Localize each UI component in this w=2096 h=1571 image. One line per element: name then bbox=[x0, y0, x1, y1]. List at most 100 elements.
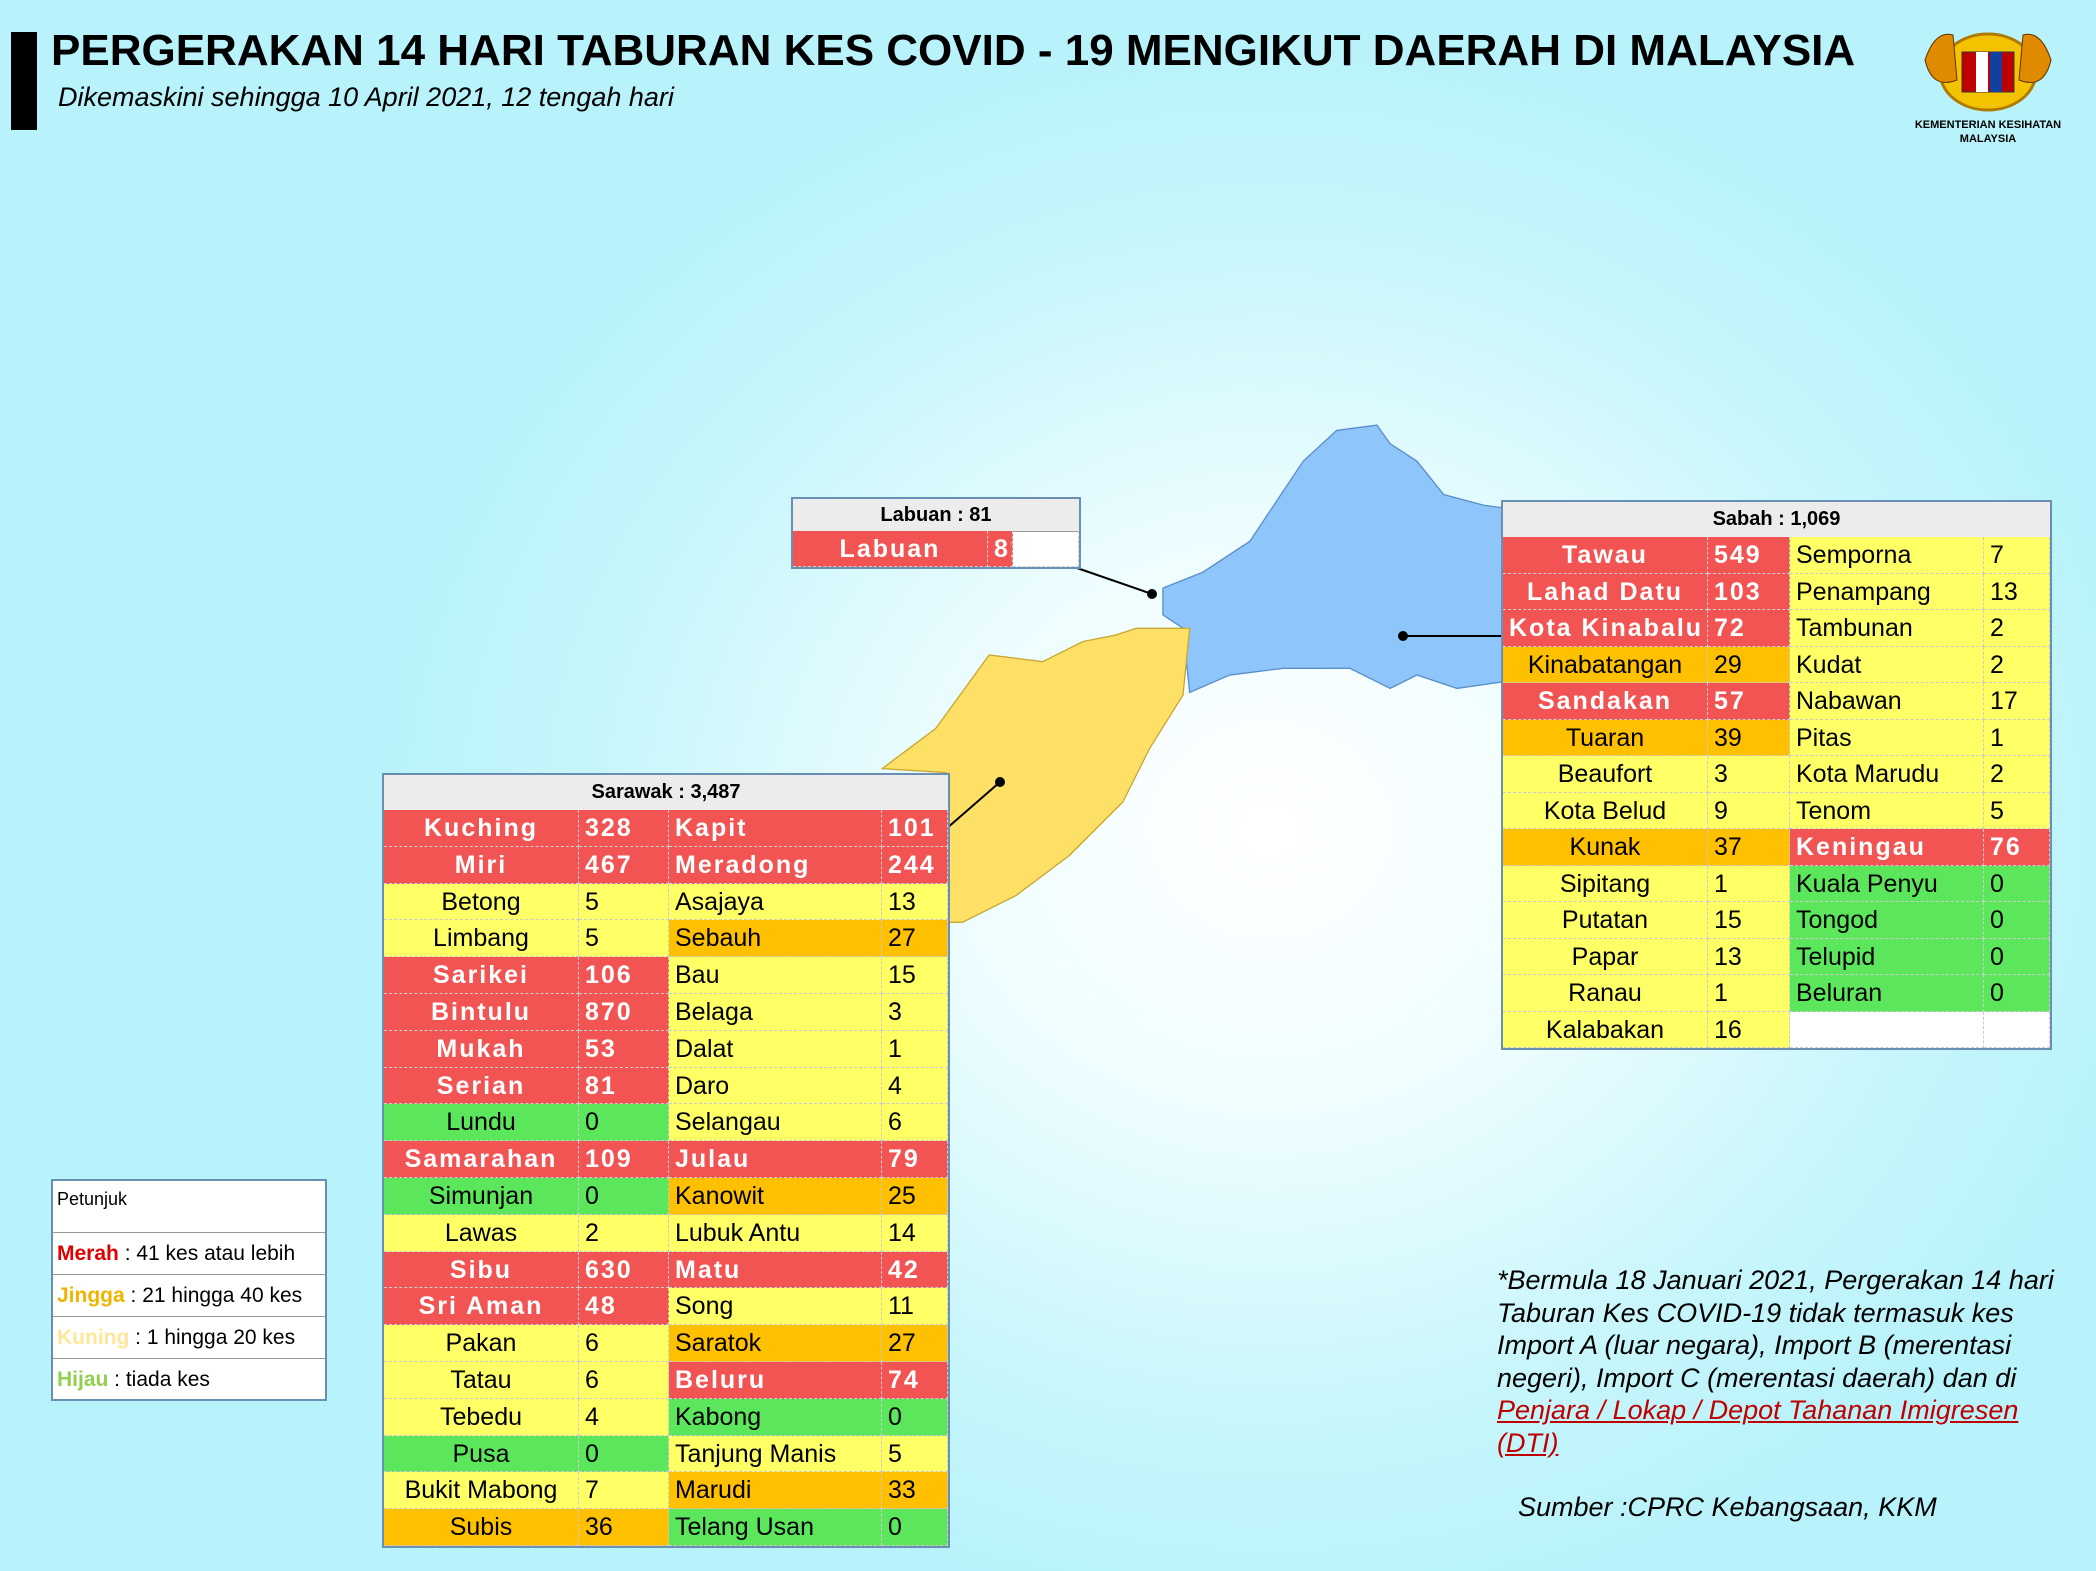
district-name: Kunak bbox=[1503, 829, 1708, 866]
legend-key: Hijau bbox=[57, 1368, 109, 1391]
district-name: Selangau bbox=[669, 1104, 882, 1142]
district-cases: 2 bbox=[579, 1214, 669, 1252]
district-cases: 1 bbox=[1708, 865, 1790, 902]
district-name: Marudi bbox=[669, 1472, 882, 1510]
district-name: Penampang bbox=[1790, 573, 1984, 610]
district-cases: 0 bbox=[1984, 902, 2050, 939]
connectors bbox=[945, 567, 1501, 830]
district-name: Tenom bbox=[1790, 792, 1984, 829]
legend-key: Merah bbox=[57, 1242, 119, 1265]
district-name: Mukah bbox=[384, 1030, 579, 1068]
district-cases: 15 bbox=[1708, 902, 1790, 939]
district-name: Kuching bbox=[384, 810, 579, 847]
legend-title: Petunjuk bbox=[53, 1181, 325, 1233]
district-cases: 57 bbox=[1708, 683, 1790, 720]
district-name: Limbang bbox=[384, 920, 579, 958]
district-cases: 0 bbox=[882, 1398, 948, 1436]
district-name: Beaufort bbox=[1503, 756, 1708, 793]
district-name: Meradong bbox=[669, 846, 882, 884]
district-cases: 74 bbox=[882, 1362, 948, 1399]
source: Sumber :CPRC Kebangsaan, KKM bbox=[1518, 1492, 1937, 1522]
district-cases: 76 bbox=[1984, 829, 2050, 866]
district-name: Putatan bbox=[1503, 902, 1708, 939]
district-name: Kuala Penyu bbox=[1790, 865, 1984, 902]
district-cases: 13 bbox=[1708, 938, 1790, 975]
district-name: Tawau bbox=[1503, 537, 1708, 574]
district-name: Pakan bbox=[384, 1325, 579, 1362]
district-name: Kabong bbox=[669, 1398, 882, 1436]
district-cases: 5 bbox=[1984, 792, 2050, 829]
district-name: Pitas bbox=[1790, 719, 1984, 756]
district-cases: 5 bbox=[579, 920, 669, 958]
district-name: Bukit Mabong bbox=[384, 1472, 579, 1510]
district-cases: 27 bbox=[882, 920, 948, 958]
title-bar bbox=[11, 32, 37, 130]
district-cases: 4 bbox=[882, 1067, 948, 1105]
district-name: Kanowit bbox=[669, 1178, 882, 1215]
district-name: Daro bbox=[669, 1067, 882, 1105]
district-cases: 6 bbox=[579, 1362, 669, 1399]
district-cases: 17 bbox=[1984, 683, 2050, 720]
district-name: Lubuk Antu bbox=[669, 1214, 882, 1252]
district-cases: 1 bbox=[1708, 975, 1790, 1012]
empty-cell bbox=[1013, 531, 1079, 567]
sarawak-shape bbox=[880, 627, 1191, 923]
district-cases: 11 bbox=[882, 1288, 948, 1326]
table-title: Labuan : 81 bbox=[793, 499, 1079, 532]
district-name: Serian bbox=[384, 1067, 579, 1105]
note: *Bermula 18 Januari 2021, Pergerakan 14 … bbox=[1497, 1264, 2087, 1459]
table-title: Sarawak : 3,487 bbox=[384, 775, 948, 811]
district-cases: 39 bbox=[1708, 719, 1790, 756]
district-name: Telang Usan bbox=[669, 1509, 882, 1546]
district-cases: 16 bbox=[1708, 1011, 1790, 1048]
logo-text: KEMENTERIAN KESIHATAN bbox=[1915, 119, 2061, 131]
district-cases: 42 bbox=[882, 1251, 948, 1289]
district-cases: 3 bbox=[1708, 756, 1790, 793]
district-name: Belaga bbox=[669, 994, 882, 1031]
sabah-table: Sabah : 1,069 Tawau 549 Semporna 7 Lahad Datu… bbox=[1501, 500, 2052, 1050]
sarawak-table: Sarawak : 3,487 Kuching 328 Kapit 101 Miri 467… bbox=[382, 773, 950, 1548]
empty-cell bbox=[1984, 1011, 2050, 1048]
district-cases: 0 bbox=[1984, 938, 2050, 975]
legend-text: : 21 hingga 40 kes bbox=[124, 1284, 303, 1307]
district-cases: 106 bbox=[579, 957, 669, 994]
legend-item: Merah : 41 kes atau lebih bbox=[53, 1233, 325, 1275]
district-name: Papar bbox=[1503, 938, 1708, 975]
district-name: Kota Belud bbox=[1503, 792, 1708, 829]
title: PERGERAKAN 14 HARI TABURAN KES COVID - 1… bbox=[51, 26, 1856, 75]
district-name: Sandakan bbox=[1503, 683, 1708, 720]
district-cases: 7 bbox=[579, 1472, 669, 1510]
subtitle: Dikemaskini sehingga 10 April 2021, 12 t… bbox=[58, 82, 674, 112]
district-name: Bau bbox=[669, 957, 882, 994]
district-cases: 0 bbox=[1984, 865, 2050, 902]
district-name: Kota Marudu bbox=[1790, 756, 1984, 793]
map bbox=[880, 424, 1505, 923]
district-cases: 5 bbox=[882, 1435, 948, 1473]
logo: KEMENTERIAN KESIHATAN MALAYSIA bbox=[1915, 32, 2061, 145]
district-name: Asajaya bbox=[669, 883, 882, 921]
district-name: Sebauh bbox=[669, 920, 882, 958]
district-name: Song bbox=[669, 1288, 882, 1326]
legend-key: Kuning bbox=[57, 1326, 130, 1349]
empty-cell bbox=[1790, 1011, 1984, 1048]
district-cases: 0 bbox=[579, 1435, 669, 1473]
district-cases: 4 bbox=[579, 1398, 669, 1436]
district-name: Matu bbox=[669, 1251, 882, 1289]
note-text: *Bermula 18 Januari 2021, Pergerakan 14 … bbox=[1497, 1265, 2054, 1393]
sabah-shape bbox=[1162, 424, 1505, 694]
district-cases: 630 bbox=[579, 1251, 669, 1289]
district-name: Kinabatangan bbox=[1503, 646, 1708, 683]
district-name: Tanjung Manis bbox=[669, 1435, 882, 1473]
district-name: Lundu bbox=[384, 1104, 579, 1142]
district-name: Labuan bbox=[793, 531, 988, 567]
district-cases: 81 bbox=[579, 1067, 669, 1105]
district-cases: 53 bbox=[579, 1030, 669, 1068]
district-cases: 27 bbox=[882, 1325, 948, 1362]
district-cases: 2 bbox=[1984, 610, 2050, 647]
district-cases: 72 bbox=[1708, 610, 1790, 647]
district-name: Kudat bbox=[1790, 646, 1984, 683]
district-cases: 9 bbox=[1708, 792, 1790, 829]
district-cases: 549 bbox=[1708, 537, 1790, 574]
